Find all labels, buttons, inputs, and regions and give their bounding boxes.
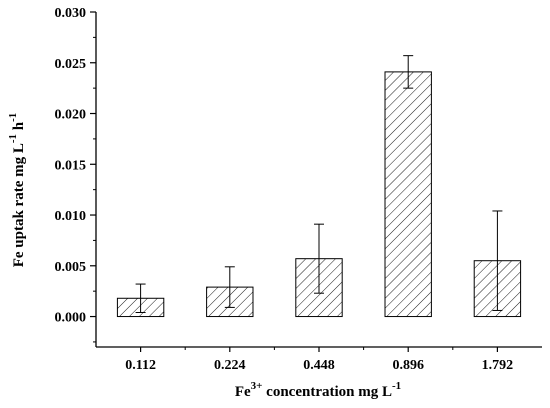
y-tick-label-0.005: 0.005	[55, 260, 87, 275]
error-bar-0.448	[314, 223, 324, 294]
error-bar-0.224	[224, 266, 235, 308]
y-tick-label-0.000: 0.000	[55, 311, 87, 326]
x-tick-label-0.112: 0.112	[125, 358, 156, 373]
error-bar-0.896	[403, 55, 414, 89]
x-tick-label-0.448: 0.448	[303, 358, 335, 373]
y-tick-label-0.025: 0.025	[55, 57, 87, 72]
x-tick-label-1.792: 1.792	[482, 358, 514, 373]
x-tick-label-0.224: 0.224	[214, 358, 246, 373]
x-ticks-group: 0.112 0.224 0.448 0.896 1.792	[125, 347, 513, 373]
error-bar-0.112	[135, 283, 146, 313]
y-tick-label-0.030: 0.030	[55, 6, 87, 21]
y-axis-title: Fe uptak rate mg L-1 h-1	[7, 113, 27, 268]
error-bar-1.792	[492, 210, 503, 311]
x-axis-title: Fe3+ concentration mg L-1	[235, 380, 401, 400]
y-tick-label-0.020: 0.020	[55, 108, 87, 123]
error-bars-group	[135, 55, 503, 313]
bar-0.896	[384, 71, 432, 318]
y-tick-label-0.010: 0.010	[55, 209, 87, 224]
x-tick-label-0.896: 0.896	[392, 358, 424, 373]
y-ticks-group: 0.000 0.005 0.010 0.015 0.020 0.025 0.030	[55, 6, 96, 343]
y-tick-label-0.015: 0.015	[55, 158, 87, 173]
